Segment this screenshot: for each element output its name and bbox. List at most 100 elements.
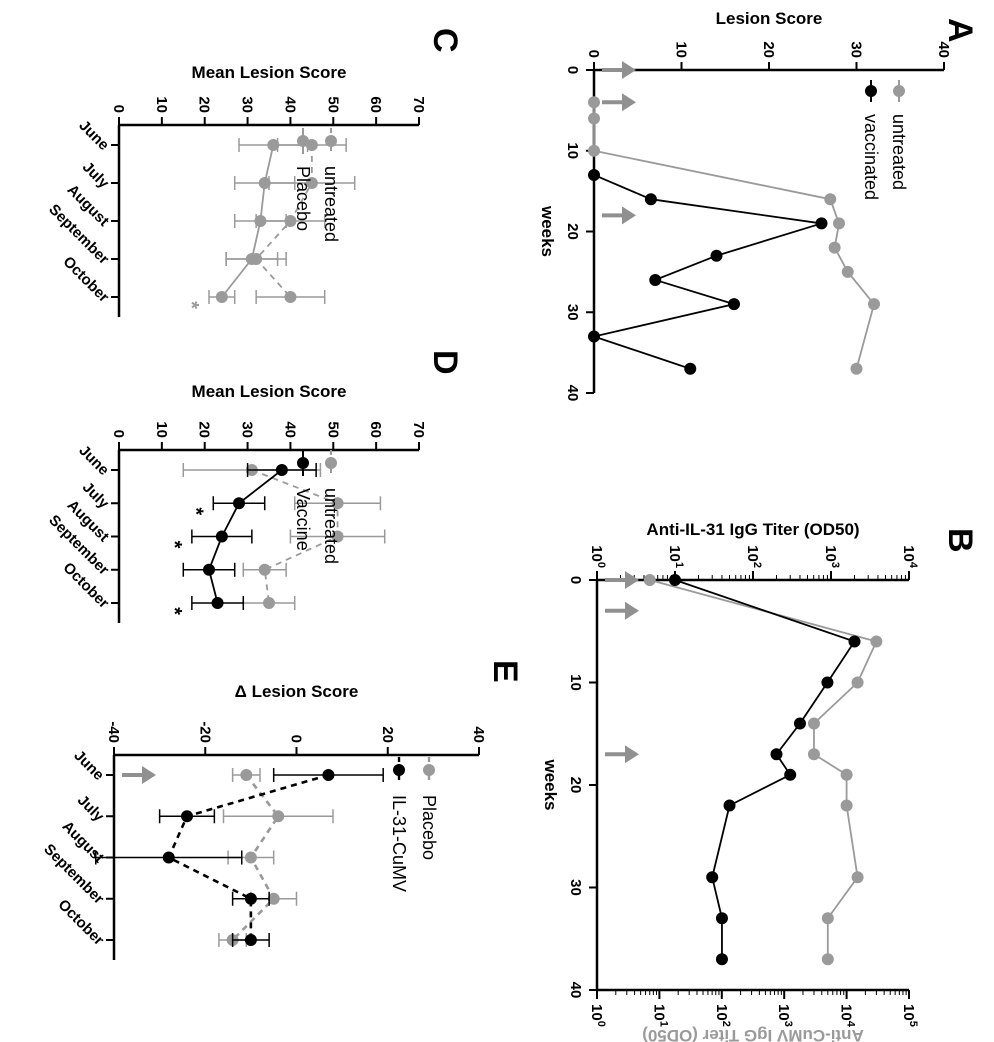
data-point [715, 953, 728, 966]
arrow-head [625, 601, 639, 620]
y-tick-label: 10 [153, 421, 170, 438]
y-tick-label: 40 [281, 421, 298, 438]
data-point [244, 934, 257, 946]
y-tick-label: 100 [588, 545, 607, 568]
legend-marker [423, 764, 435, 776]
y-tick-label: 70 [410, 96, 427, 113]
y-right-tick-label: 105 [900, 1004, 919, 1027]
data-point [215, 530, 228, 543]
data-point [305, 177, 318, 189]
data-point [181, 810, 193, 823]
y-axis-title: Anti-IL-31 IgG Titer (OD50) [646, 520, 859, 539]
y-tick-label: 0 [110, 430, 127, 438]
x-tick-label: October [55, 896, 108, 949]
legend-marker [865, 85, 877, 97]
y-tick-label: -20 [196, 721, 213, 743]
data-point [851, 676, 864, 689]
data-point [815, 217, 828, 230]
x-tick-label: June [75, 442, 112, 479]
data-point [723, 799, 736, 812]
y-right-tick-label: 100 [588, 1004, 607, 1027]
arrow-head [622, 93, 636, 112]
data-point [254, 215, 267, 227]
significance-star: * [163, 607, 185, 615]
legend-label: untreated [889, 114, 909, 190]
dose-arrow [602, 93, 636, 112]
x-tick-label: 20 [564, 223, 581, 240]
data-point [715, 912, 728, 925]
arrow-head [622, 61, 636, 79]
data-point [588, 168, 600, 181]
y-right-tick-label: 102 [713, 1004, 732, 1027]
data-point [710, 249, 723, 262]
data-point [833, 217, 845, 230]
series-line [674, 579, 856, 960]
legend-marker [325, 135, 337, 147]
y-right-tick-label: 103 [775, 1004, 794, 1027]
arrow-head [625, 571, 639, 589]
legend-label: Vaccine [293, 488, 313, 551]
dose-arrow [605, 745, 639, 764]
dose-arrow [602, 61, 636, 79]
x-axis-title: weeks [538, 205, 557, 257]
y-tick-label: 40 [935, 41, 952, 58]
y-tick-label: 30 [848, 41, 865, 58]
arrow-head [622, 206, 636, 225]
data-point [669, 574, 681, 586]
y-tick-label: 40 [281, 96, 298, 113]
data-point [162, 851, 175, 864]
data-point [258, 563, 271, 576]
data-point [272, 810, 285, 823]
legend-marker [325, 457, 337, 469]
y-tick-label: 30 [239, 96, 256, 113]
arrow-head [142, 766, 156, 784]
x-tick-label: 30 [567, 879, 584, 896]
data-point [233, 497, 245, 510]
significance-star: * [163, 541, 185, 549]
y-right-tick-label: 101 [650, 1004, 669, 1027]
y-tick-label: 104 [900, 545, 919, 569]
legend-marker [297, 457, 309, 469]
data-point [807, 717, 820, 730]
data-point [841, 265, 854, 278]
legend-label: untreated [321, 166, 341, 242]
y-right-tick-label: 104 [838, 1004, 857, 1028]
y-tick-label: 0 [585, 50, 602, 58]
y-tick-label: 102 [744, 545, 763, 568]
data-point [643, 574, 656, 586]
y-axis-title: Δ Lesion Score [235, 682, 359, 701]
legend-label: Placebo [419, 795, 439, 860]
panel-B: 0 10 20 30 40 weeks 100 101 102 103 104 100 101 102 10… [541, 520, 979, 1042]
dose-arrow [602, 206, 636, 225]
x-tick-label: June [70, 747, 107, 784]
y-axis-title: Mean Lesion Score [192, 382, 347, 401]
y-tick-label: 10 [153, 96, 170, 113]
y-tick-label: 103 [822, 545, 841, 568]
data-point [240, 769, 253, 781]
y-tick-label: 60 [367, 96, 384, 113]
data-point [215, 291, 228, 303]
x-tick-label: 0 [567, 576, 584, 584]
y-tick-label: 101 [666, 545, 685, 568]
legend-marker [297, 135, 309, 147]
y-tick-label: 50 [324, 421, 341, 438]
data-point [728, 298, 740, 311]
data-point [821, 912, 834, 925]
x-tick-label: 10 [567, 674, 584, 691]
y-tick-label: 30 [239, 421, 256, 438]
data-point [821, 676, 834, 689]
x-tick-label: 0 [564, 66, 581, 74]
data-point [793, 717, 806, 730]
panel-letter: A [941, 18, 979, 43]
y-tick-label: 40 [470, 726, 487, 743]
data-point [840, 768, 853, 781]
y-tick-label: 20 [196, 96, 213, 113]
data-point [784, 768, 797, 781]
data-point [211, 597, 224, 609]
panel-A: 0 10 20 30 40 weeks 0 10 20 30 40 Lesion Score Auntr… [538, 9, 979, 401]
data-point [828, 241, 841, 254]
data-point [840, 799, 853, 812]
data-point [331, 530, 344, 543]
series-line [590, 174, 822, 370]
data-point [284, 291, 297, 303]
